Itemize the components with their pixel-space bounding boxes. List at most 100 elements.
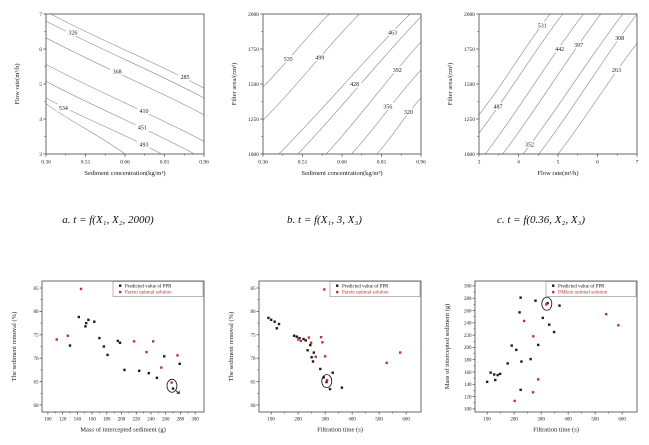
data-point <box>312 351 315 354</box>
y-tick-label: 1750 <box>248 47 259 53</box>
contour-row: 285 326 368 410 451 493 534 0.36 0.51 0.66 0.81 0.9… <box>0 0 649 200</box>
legend-label: Predicted value of PPR <box>342 284 389 289</box>
y-tick-label: 160 <box>464 371 472 376</box>
data-point <box>498 372 502 376</box>
contour-line-263 <box>557 43 637 154</box>
data-point <box>272 320 276 323</box>
y-tick-label: 2000 <box>248 12 259 18</box>
data-point <box>323 355 326 358</box>
data-point <box>118 341 122 344</box>
y-tick-label: 240 <box>464 322 472 327</box>
x-tick-label: 0.81 <box>160 160 170 166</box>
y-tick-label: 7 <box>39 12 42 18</box>
plot-frame <box>258 280 421 413</box>
data-point <box>295 335 298 338</box>
scatter-panel-d: 100 120 140 160 180 200 220 240 260 280 300 60 65 70 7… <box>6 272 210 444</box>
contour-label-bg <box>178 73 192 81</box>
data-point <box>297 336 301 340</box>
data-point <box>163 355 166 358</box>
contour-label-bg <box>280 55 295 63</box>
data-point <box>160 366 163 369</box>
contour-label-487: 487 <box>493 105 502 111</box>
x-tick-label: 6 <box>596 160 599 166</box>
scatter-plot-f: 100 200 300 400 500 600 100 120 140 160 180 200 220 2… <box>444 280 638 434</box>
data-point <box>506 362 509 365</box>
contour-line-352 <box>522 14 624 154</box>
x-tick-label: 0.66 <box>337 160 347 166</box>
data-point <box>102 345 106 348</box>
data-point <box>605 313 608 316</box>
x-tick-label: 140 <box>74 418 82 423</box>
y-tick-label: 300 <box>464 285 472 290</box>
data-point <box>546 301 549 305</box>
data-point <box>98 336 101 340</box>
contour-panel-a: 285 326 368 410 451 493 534 0.36 0.51 0.66 0.81 0.9… <box>6 4 210 200</box>
x-tick-label: 0.66 <box>120 160 130 166</box>
y-tick-label: 85 <box>34 287 40 292</box>
y-tick-label: 120 <box>464 395 472 400</box>
data-point <box>68 344 72 347</box>
y-tick-label: 80 <box>34 310 40 315</box>
data-point <box>299 339 302 343</box>
contour-label-263: 263 <box>612 68 621 74</box>
scatter-row: 100 120 140 160 180 200 220 240 260 280 300 60 65 70 7… <box>0 272 649 444</box>
y-tick-label: 200 <box>464 346 472 351</box>
data-point <box>536 378 540 381</box>
y-tick-label: 1250 <box>464 117 475 123</box>
contour-line-487 <box>479 14 563 134</box>
contour-label-442: 442 <box>555 47 564 53</box>
data-point <box>522 319 526 323</box>
scatter-plot-e: 100 200 300 400 500 600 60 65 70 75 80 85 Predicted … <box>228 280 421 434</box>
y-tick-label: 4 <box>39 117 42 123</box>
data-point <box>529 357 532 361</box>
x-tick-label: 100 <box>267 418 275 423</box>
y-axis-label: Filter area/(cm²) <box>447 63 454 106</box>
data-point <box>545 303 548 306</box>
data-point <box>155 376 159 380</box>
data-point <box>513 399 516 403</box>
y-tick-label: 70 <box>250 357 256 362</box>
series-pareto-optimal <box>55 287 179 384</box>
y-tick-label: 75 <box>250 334 256 339</box>
data-point <box>147 371 150 375</box>
contour-label-bg <box>110 67 124 75</box>
data-point <box>84 325 87 328</box>
scatter-panel-e: 100 200 300 400 500 600 60 65 70 75 80 85 Predicted … <box>223 272 427 444</box>
x-axis-label: Filtration time (s) <box>533 427 579 434</box>
data-point <box>77 315 81 319</box>
contour-label-bg <box>522 140 537 148</box>
data-point <box>87 318 90 322</box>
y-axis-label: Filter area/(cm²) <box>231 63 238 106</box>
data-point <box>520 360 523 363</box>
contour-label-bg <box>612 34 627 42</box>
legend-marker <box>335 290 338 294</box>
contour-line-534 <box>46 103 126 154</box>
data-point <box>617 324 620 327</box>
y-tick-label: 3 <box>39 152 42 158</box>
data-point <box>116 339 120 343</box>
contour-label-bg <box>400 108 415 116</box>
legend-marker <box>335 284 338 287</box>
data-point <box>170 381 173 384</box>
x-tick-label: 0.81 <box>376 160 386 166</box>
x-tick-label: 0.36 <box>258 160 268 166</box>
x-tick-label: 600 <box>402 418 410 423</box>
data-point <box>340 386 343 389</box>
series-pareto-optimal <box>296 288 401 382</box>
x-tick-label: 0.51 <box>81 160 91 166</box>
x-tick-label: 0.51 <box>297 160 307 166</box>
x-tick-label: 260 <box>162 418 170 423</box>
x-tick-label: 160 <box>88 418 96 423</box>
data-point <box>296 338 299 341</box>
data-point <box>151 340 155 343</box>
legend-label: Predicted value of PPR <box>125 284 172 289</box>
data-point <box>307 336 310 339</box>
x-tick-label: 180 <box>103 418 111 423</box>
x-tick-label: 280 <box>177 418 185 423</box>
contour-label-326: 326 <box>68 30 77 36</box>
data-point <box>314 355 317 358</box>
x-axis-label: Filtration time (s) <box>317 427 363 434</box>
legend-box <box>545 281 637 297</box>
contour-line-392 <box>325 41 421 154</box>
x-tick-label: 7 <box>636 160 639 166</box>
